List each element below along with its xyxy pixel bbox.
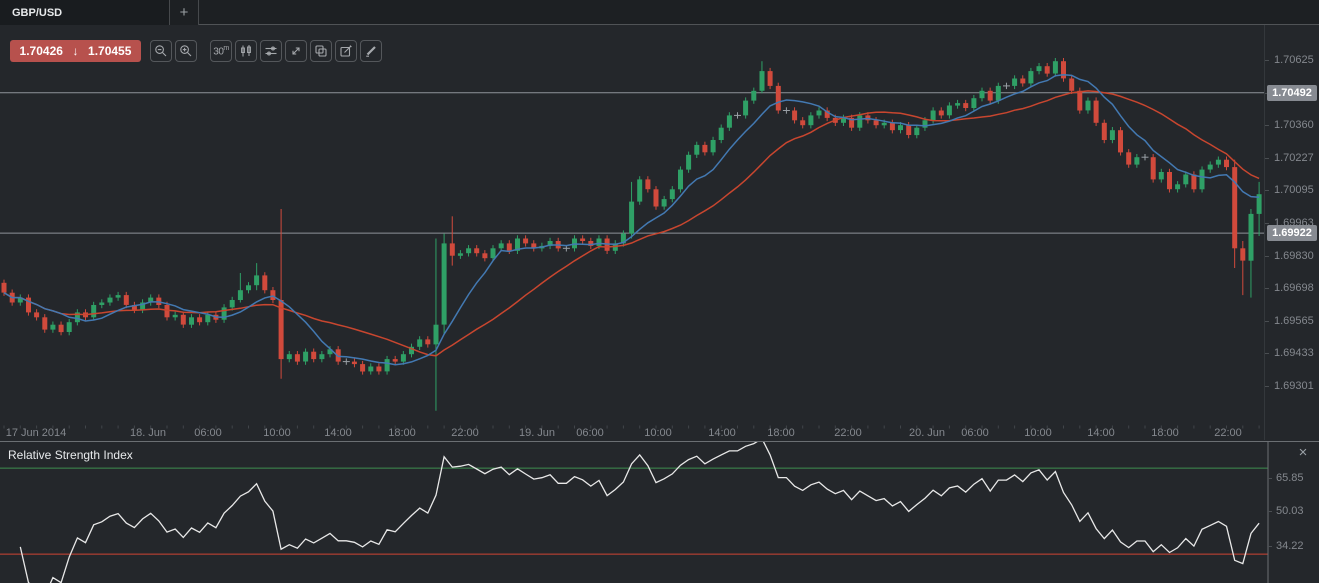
quote-widget[interactable]: 1.70426 ↓ 1.70455 [10,40,141,62]
candlestick-chart[interactable] [0,0,1319,440]
time-tick-label: 17 Jun 2014 [5,427,67,439]
draw-button[interactable] [335,40,357,62]
magnifier-plus-icon [179,44,193,58]
time-tick-label: 22:00 [834,427,862,439]
time-axis[interactable]: 17 Jun 2014 18. Jun 06:00 10:00 14:00 18:00 22… [0,425,1265,440]
rsi-tick-label: 65.85 [1276,472,1304,484]
price-tick-mark [1265,386,1269,387]
magnifier-minus-icon [154,44,168,58]
price-tick-mark [1265,288,1269,289]
time-tick-label: 06:00 [961,427,989,439]
time-tick-label: 10:00 [644,427,672,439]
new-tab-button[interactable]: + [170,0,199,25]
time-tick-label: 14:00 [324,427,352,439]
price-tick-mark [1265,190,1269,191]
price-tick-label: 1.70095 [1274,184,1314,196]
price-tick-label: 1.69301 [1274,380,1314,392]
time-tick-label: 14:00 [1087,427,1115,439]
price-tick-mark [1265,158,1269,159]
tab-bar: GBP/USD + [0,0,1319,25]
buy-price[interactable]: 1.70455 [88,44,132,58]
price-tick-mark [1265,321,1269,322]
layers-icon [314,44,328,58]
price-tick-mark [1265,60,1269,61]
indicators-button[interactable] [260,40,282,62]
price-tick-label: 1.70227 [1274,152,1314,164]
price-tick-label: 1.69830 [1274,250,1314,262]
time-tick-label: 18:00 [388,427,416,439]
marker-button[interactable] [360,40,382,62]
rsi-tick-mark [1268,511,1272,512]
zoom-out-button[interactable] [150,40,172,62]
time-tick-label: 18:00 [1151,427,1179,439]
tab-label: GBP/USD [12,6,63,19]
price-tick-label: 1.70625 [1274,54,1314,66]
time-tick-label: 18:00 [767,427,795,439]
tab-gbpusd[interactable]: GBP/USD [0,0,170,25]
time-tick-label: 06:00 [194,427,222,439]
price-axis[interactable]: 1.70625 1.70492 1.70360 1.70227 1.70095 1.699… [1265,25,1319,440]
compare-button[interactable] [310,40,332,62]
time-tick-label: 22:00 [451,427,479,439]
rsi-tick-label: 50.03 [1276,505,1304,517]
marker-pen-icon [364,44,378,58]
price-badge: 1.70492 [1267,85,1317,101]
rsi-panel: Relative Strength Index × 65.85 50.03 34.2… [0,437,1319,583]
time-tick-label: 10:00 [263,427,291,439]
fullscreen-button[interactable] [285,40,307,62]
price-tick-label: 1.69433 [1274,347,1314,359]
price-tick-label: 1.69565 [1274,315,1314,327]
price-tick-mark [1265,353,1269,354]
time-tick-label: 10:00 [1024,427,1052,439]
close-icon[interactable]: × [1298,444,1308,461]
sliders-icon [264,44,278,58]
time-tick-label: 14:00 [708,427,736,439]
expand-icon [289,44,303,58]
rsi-tick-mark [1268,546,1272,547]
edit-square-icon [339,44,353,58]
chart-type-button[interactable] [235,40,257,62]
price-badge: 1.69922 [1267,225,1317,241]
price-tick-mark [1265,125,1269,126]
price-tick-mark [1265,223,1269,224]
price-tick-mark [1265,256,1269,257]
price-tick-label: 1.70360 [1274,119,1314,131]
time-tick-label: 06:00 [576,427,604,439]
rsi-chart[interactable] [0,437,1319,583]
main-chart-area[interactable] [0,0,1319,440]
timeframe-label: 30m [213,45,229,58]
time-tick-label: 19. Jun [518,427,556,439]
time-tick-label: 20. Jun [908,427,946,439]
arrow-down-icon: ↓ [72,44,79,58]
zoom-in-button[interactable] [175,40,197,62]
price-tick-label: 1.69698 [1274,282,1314,294]
rsi-tick-mark [1268,478,1272,479]
tabbar-underline [199,24,1319,25]
candlesticks-icon [239,44,253,58]
time-tick-label: 18. Jun [129,427,167,439]
rsi-tick-label: 34.22 [1276,540,1304,552]
rsi-title: Relative Strength Index [8,448,133,462]
time-tick-label: 22:00 [1214,427,1242,439]
sell-price[interactable]: 1.70426 [19,44,63,58]
timeframe-button[interactable]: 30m [210,40,232,62]
